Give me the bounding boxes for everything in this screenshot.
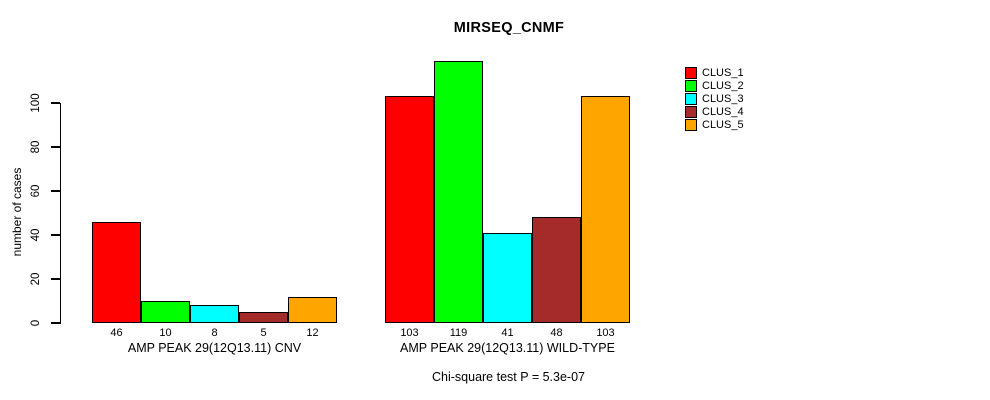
- y-axis-tick: [51, 278, 60, 280]
- bar-value-label: 119: [449, 327, 468, 339]
- legend-item: CLUS_4: [685, 105, 744, 118]
- category-label: AMP PEAK 29(12Q13.11) WILD-TYPE: [400, 341, 615, 355]
- category-label: AMP PEAK 29(12Q13.11) CNV: [127, 341, 302, 355]
- bar-clus_1: [385, 96, 434, 323]
- chart-title: MIRSEQ_CNMF: [453, 20, 565, 36]
- y-axis-tick: [51, 234, 60, 236]
- legend-item: CLUS_3: [685, 92, 744, 105]
- bar-value-label: 8: [211, 327, 218, 339]
- y-axis-tick: [51, 322, 60, 324]
- bar-clus_2: [141, 301, 190, 323]
- y-axis-tick-label: 80: [30, 140, 42, 154]
- legend-swatch: [685, 79, 697, 92]
- y-axis-tick-label: 40: [30, 228, 42, 242]
- legend-label: CLUS_3: [702, 92, 744, 105]
- chi-square-note: Chi-square test P = 5.3e-07: [432, 370, 585, 384]
- y-axis-title: number of cases: [10, 167, 24, 257]
- bar-value-label: 46: [110, 327, 123, 339]
- y-axis-tick: [51, 146, 60, 148]
- legend-swatch: [685, 66, 697, 79]
- bar-value-label: 103: [400, 327, 419, 339]
- legend-swatch: [685, 105, 697, 118]
- bar-clus_3: [483, 232, 532, 323]
- bar-clus_5: [581, 96, 630, 323]
- y-axis-tick-label: 60: [30, 184, 42, 198]
- legend-item: CLUS_5: [685, 118, 744, 131]
- bar-clus_2: [434, 61, 483, 323]
- legend-item: CLUS_2: [685, 79, 744, 92]
- bar-value-label: 10: [159, 327, 172, 339]
- y-axis-tick: [51, 102, 60, 104]
- bar-value-label: 103: [596, 327, 615, 339]
- legend-label: CLUS_5: [702, 118, 744, 131]
- bar-clus_5: [288, 296, 337, 323]
- bar-clus_4: [239, 312, 288, 323]
- bar-clus_3: [190, 305, 239, 323]
- legend-label: CLUS_4: [702, 105, 744, 118]
- y-axis-tick-label: 100: [30, 93, 42, 113]
- legend-label: CLUS_1: [702, 66, 744, 79]
- y-axis-tick-label: 0: [30, 319, 42, 327]
- bar-clus_4: [532, 217, 581, 323]
- legend-swatch: [685, 118, 697, 131]
- y-axis-line: [59, 102, 61, 324]
- bar-clus_1: [92, 221, 141, 323]
- legend-label: CLUS_2: [702, 79, 744, 92]
- y-axis-tick: [51, 190, 60, 192]
- bar-value-label: 5: [260, 327, 267, 339]
- legend-swatch: [685, 92, 697, 105]
- legend-item: CLUS_1: [685, 66, 744, 79]
- bar-value-label: 48: [550, 327, 563, 339]
- bar-value-label: 41: [501, 327, 514, 339]
- y-axis-tick-label: 20: [30, 272, 42, 286]
- bar-value-label: 12: [306, 327, 319, 339]
